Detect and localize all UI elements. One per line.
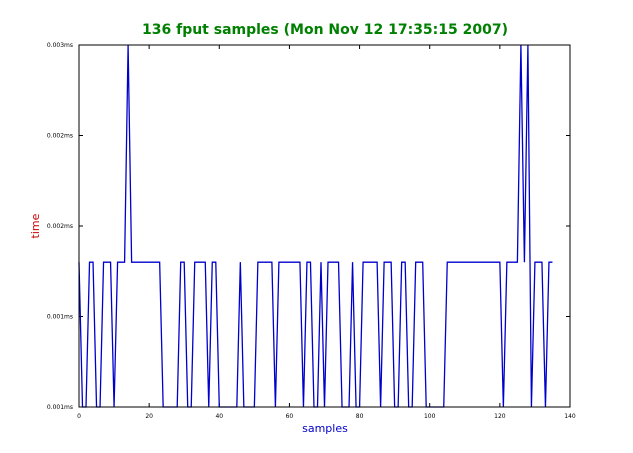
x-tick-label: 80 <box>356 413 364 420</box>
x-tick-label: 40 <box>215 413 223 420</box>
x-tick-label: 120 <box>494 413 506 420</box>
x-tick-label: 20 <box>145 413 153 420</box>
x-tick-label: 0 <box>77 413 81 420</box>
x-tick-label: 140 <box>564 413 576 420</box>
y-tick-label: 0.001ms <box>47 404 73 411</box>
y-tick-label: 0.002ms <box>47 223 73 230</box>
y-tick-label: 0.002ms <box>47 133 73 140</box>
x-tick-label: 60 <box>286 413 294 420</box>
x-tick-label: 100 <box>424 413 436 420</box>
y-axis-label: time <box>29 213 42 238</box>
y-tick-label: 0.001ms <box>47 314 73 321</box>
chart-title: 136 fput samples (Mon Nov 12 17:35:15 20… <box>142 22 508 38</box>
plot-area-frame <box>78 44 571 408</box>
y-tick-label: 0.003ms <box>47 42 73 49</box>
x-axis-label: samples <box>302 422 348 435</box>
